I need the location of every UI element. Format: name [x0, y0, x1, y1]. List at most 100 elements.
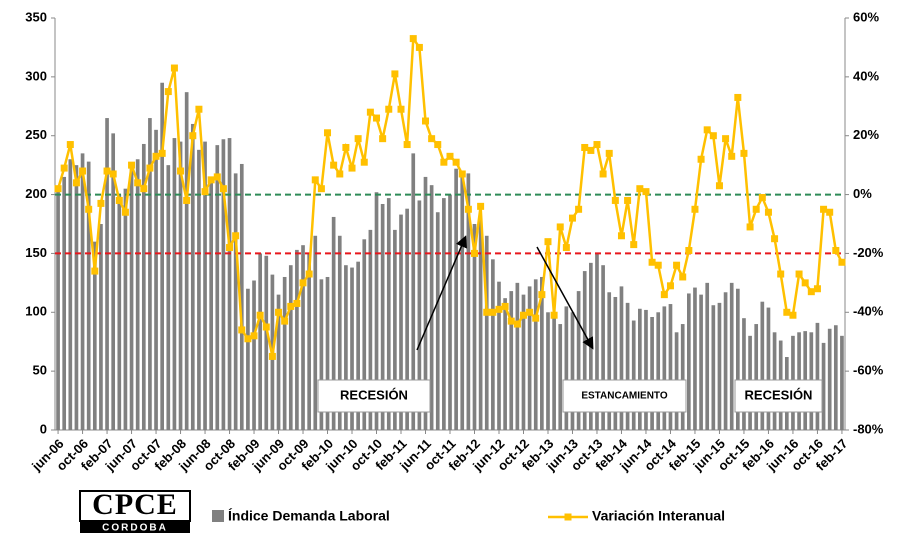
marker: [226, 244, 234, 252]
y2-tick-label: 60%: [853, 9, 879, 24]
bar: [264, 255, 269, 430]
logo-band: [80, 521, 190, 533]
marker: [611, 196, 619, 204]
marker: [72, 179, 80, 187]
bar: [711, 305, 716, 430]
bar: [344, 265, 348, 430]
bar: [135, 159, 140, 430]
bar: [68, 159, 73, 430]
bar: [221, 139, 226, 430]
bar: [325, 276, 330, 430]
bar: [227, 138, 232, 430]
arrow: [416, 235, 467, 351]
marker: [587, 146, 595, 154]
bar: [570, 312, 575, 430]
marker: [501, 302, 509, 310]
legend-label: Variación Interanual: [592, 508, 725, 524]
bar: [80, 153, 85, 430]
bar: [411, 153, 416, 430]
y-tick-label: 250: [25, 127, 47, 142]
marker: [305, 270, 313, 278]
bar: [533, 279, 538, 430]
marker: [256, 311, 264, 319]
bar: [619, 286, 624, 430]
bar: [472, 224, 477, 430]
marker: [544, 238, 552, 246]
bar: [368, 229, 373, 430]
marker: [771, 235, 779, 243]
marker: [758, 194, 766, 202]
y-tick-label: 150: [25, 245, 47, 260]
marker: [244, 335, 252, 343]
bar: [613, 296, 618, 430]
marker: [409, 35, 417, 43]
legend-marker: [564, 513, 572, 521]
bar: [644, 309, 648, 430]
annotation: RECESIÓN: [340, 387, 408, 402]
bar: [503, 298, 507, 430]
bar: [717, 302, 722, 430]
marker: [575, 205, 583, 213]
marker: [642, 188, 650, 196]
bar: [399, 214, 403, 430]
bar: [141, 143, 146, 430]
marker: [158, 149, 166, 157]
marker: [526, 308, 534, 316]
bar: [742, 318, 746, 430]
marker: [85, 205, 93, 213]
y-tick-label: 350: [25, 9, 47, 24]
bar: [203, 141, 207, 430]
y-tick-label: 0: [40, 421, 47, 436]
marker: [715, 182, 723, 190]
annotation-box: [317, 379, 431, 413]
bar: [307, 253, 311, 430]
bar: [92, 241, 97, 430]
bar: [380, 203, 385, 430]
marker: [703, 126, 711, 134]
bar: [766, 307, 771, 430]
marker: [777, 270, 785, 278]
marker: [746, 223, 754, 231]
bar: [601, 265, 605, 430]
annotation-box: [562, 379, 687, 413]
bar: [442, 198, 446, 430]
marker: [550, 311, 558, 319]
marker: [275, 308, 283, 316]
bar: [564, 306, 569, 430]
bar: [668, 304, 673, 430]
marker: [97, 199, 105, 207]
arrow: [536, 246, 594, 350]
bar: [282, 276, 287, 430]
marker: [697, 155, 705, 163]
bar: [515, 282, 520, 430]
bar: [478, 218, 483, 430]
marker: [826, 208, 834, 216]
marker: [734, 93, 742, 101]
bar: [423, 176, 428, 430]
marker: [568, 214, 576, 222]
bar: [160, 82, 165, 430]
marker: [599, 170, 607, 178]
marker: [140, 185, 148, 193]
bar: [484, 235, 489, 430]
marker: [189, 132, 197, 140]
marker: [801, 279, 809, 287]
marker: [103, 167, 111, 175]
marker: [79, 167, 87, 175]
marker: [428, 135, 436, 143]
bar: [86, 161, 91, 430]
marker: [783, 308, 791, 316]
marker: [152, 152, 160, 160]
marker: [648, 258, 656, 266]
bar: [288, 265, 293, 430]
bar: [233, 173, 238, 430]
bar: [448, 194, 452, 430]
marker: [470, 249, 478, 257]
bar: [313, 235, 318, 430]
marker: [440, 158, 448, 166]
marker: [673, 261, 681, 269]
bar: [680, 324, 685, 430]
bar: [491, 259, 495, 430]
bar: [509, 291, 514, 430]
marker: [728, 152, 736, 160]
